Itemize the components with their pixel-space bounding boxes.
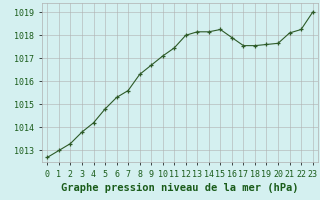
X-axis label: Graphe pression niveau de la mer (hPa): Graphe pression niveau de la mer (hPa) — [61, 183, 299, 193]
